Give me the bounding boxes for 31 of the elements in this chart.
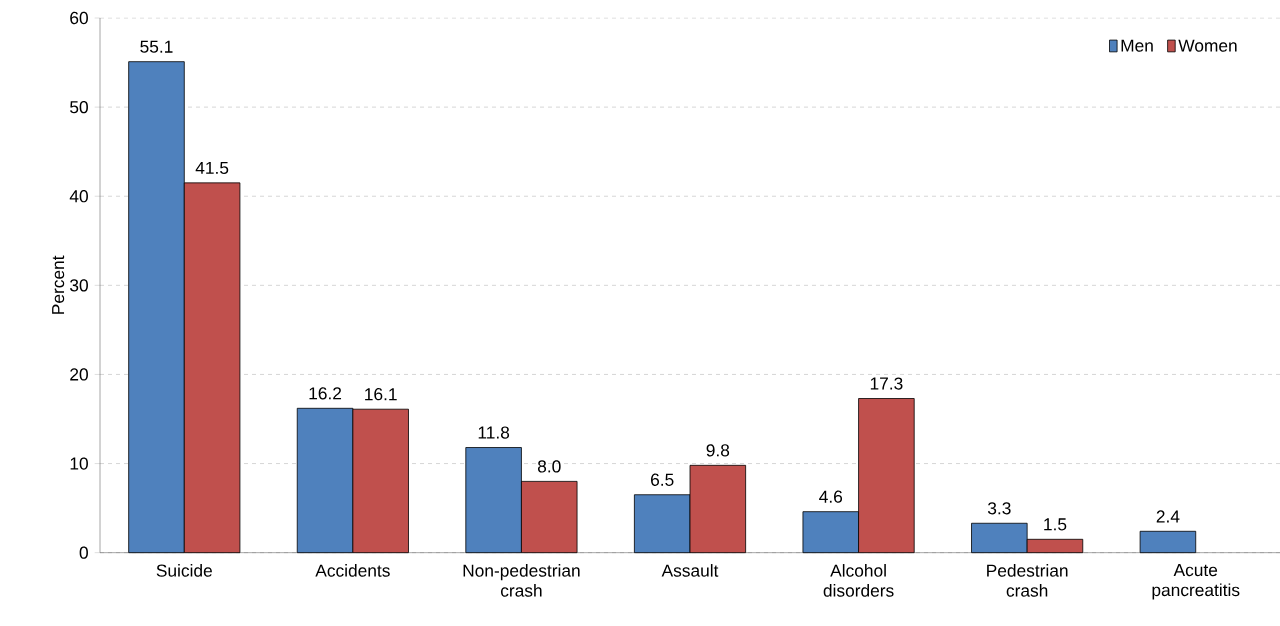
x-tick-label: Alcohol disorders <box>823 564 894 597</box>
y-tick-label: 30 <box>70 279 88 292</box>
x-tick-label: Acute pancreatitis <box>1152 564 1240 600</box>
y-tick-label: 0 <box>79 546 88 559</box>
y-tick-label: 40 <box>69 190 88 203</box>
legend-label: Men <box>1121 39 1153 52</box>
data-label: 55.1 <box>140 40 173 53</box>
data-label: 6.5 <box>651 473 674 486</box>
y-axis-title: Percent <box>52 255 65 314</box>
y-tick-label: 20 <box>70 368 88 381</box>
data-label: 1.5 <box>1044 518 1067 531</box>
legend-label: Women <box>1178 39 1237 52</box>
data-label: 41.5 <box>195 161 229 175</box>
data-label: 2.4 <box>1156 510 1180 523</box>
data-label: 4.6 <box>819 490 843 503</box>
y-tick-label: 60 <box>70 11 88 25</box>
x-tick-label: Pedestrian crash <box>987 564 1068 597</box>
data-label: 8.0 <box>537 460 561 473</box>
bar <box>1139 530 1197 554</box>
data-label: 16.1 <box>365 388 397 401</box>
data-label: 16.2 <box>309 387 342 400</box>
data-label: 17.3 <box>870 377 903 390</box>
x-tick-label: Accidents <box>315 564 390 577</box>
x-tick-label: Assault <box>661 564 719 577</box>
y-tick-label: 50 <box>70 100 88 114</box>
data-label: 9.8 <box>706 444 730 457</box>
x-tick-label: Non-pedestrian crash <box>463 564 580 597</box>
x-tick-label: Suicide <box>156 564 212 577</box>
y-tick-label: 10 <box>70 457 88 470</box>
data-label: 11.8 <box>478 426 510 439</box>
data-label: 3.3 <box>987 502 1011 515</box>
